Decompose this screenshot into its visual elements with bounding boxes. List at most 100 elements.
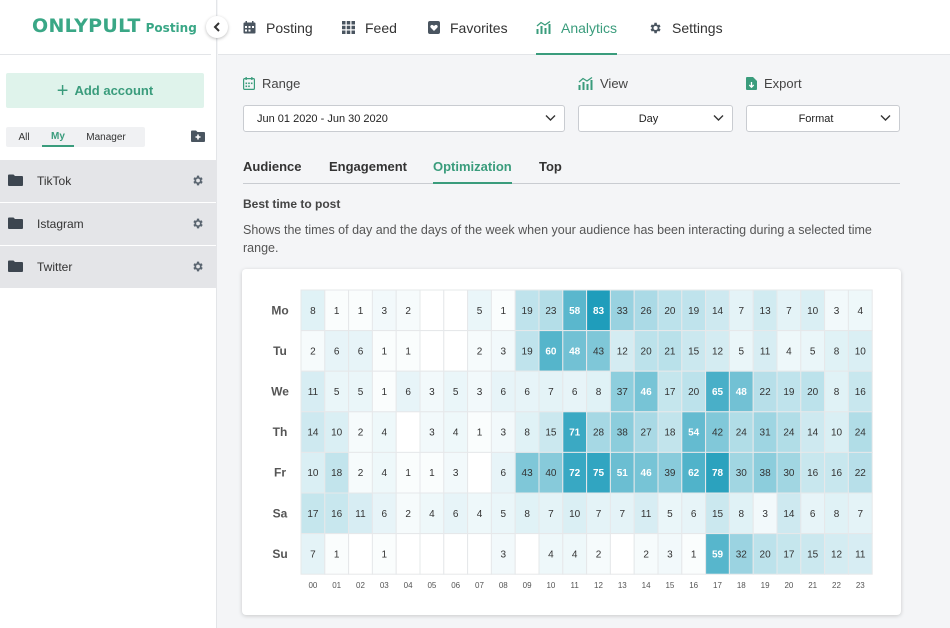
- heatmap-cell-value: 60: [545, 346, 557, 357]
- range-select[interactable]: Jun 01 2020 - Jun 30 2020: [243, 105, 565, 132]
- heatmap-cell-value: 18: [664, 428, 676, 439]
- account-item-instagram[interactable]: Istagram: [0, 203, 217, 245]
- heatmap-cell[interactable]: [419, 533, 445, 575]
- heatmap-day-label: Sa: [273, 506, 288, 520]
- heatmap-cell-value: 46: [641, 468, 653, 479]
- heatmap-day-label: Mo: [271, 303, 288, 317]
- heatmap-cell-value: 3: [501, 346, 507, 357]
- heatmap-cell-value: 20: [641, 346, 653, 357]
- heatmap-cell[interactable]: [395, 533, 421, 575]
- nav-favorites-label: Favorites: [450, 19, 508, 36]
- add-folder-icon[interactable]: [191, 129, 205, 147]
- heatmap-cell-value: 2: [405, 306, 411, 317]
- heatmap-cell-value: 3: [429, 387, 435, 398]
- heatmap-cell-value: 4: [382, 468, 388, 479]
- heatmap-cell-value: 15: [712, 509, 724, 520]
- account-settings-icon[interactable]: [191, 174, 204, 187]
- heatmap-cell-value: 17: [783, 549, 795, 560]
- tab-audience[interactable]: Audience: [243, 159, 302, 174]
- heatmap-cell-value: 65: [712, 387, 724, 398]
- heatmap-hour-label: 20: [784, 581, 793, 590]
- heatmap-cell-value: 3: [762, 509, 768, 520]
- heatmap-cell-value: 6: [572, 387, 578, 398]
- heatmap-hour-label: 03: [380, 581, 389, 590]
- heatmap-cell[interactable]: [514, 533, 540, 575]
- filter-all[interactable]: All: [18, 131, 30, 143]
- heatmap-cell[interactable]: [467, 451, 492, 494]
- account-item-twitter[interactable]: Twitter: [0, 246, 217, 288]
- heatmap-cell-value: 6: [358, 346, 364, 357]
- heatmap-cell[interactable]: [443, 330, 469, 372]
- filter-manager[interactable]: Manager: [86, 131, 126, 143]
- heatmap-cell-value: 6: [501, 387, 507, 398]
- heatmap-cell-value: 10: [569, 509, 581, 520]
- account-settings-icon[interactable]: [191, 260, 204, 273]
- heatmap-cell[interactable]: [467, 533, 492, 575]
- heatmap-cell[interactable]: [395, 411, 421, 453]
- heart-icon: [428, 21, 440, 34]
- tab-optimization[interactable]: Optimization: [433, 159, 512, 184]
- heatmap-cell[interactable]: [609, 533, 635, 575]
- folder-icon: [8, 217, 23, 229]
- heatmap-cell-value: 12: [831, 549, 843, 560]
- tab-engagement[interactable]: Engagement: [329, 159, 408, 174]
- calendar-icon: [243, 77, 255, 90]
- heatmap-cell-value: 30: [783, 468, 795, 479]
- account-name: TikTok: [37, 174, 72, 188]
- heatmap-cell-value: 38: [617, 428, 629, 439]
- nav-settings[interactable]: Settings: [648, 0, 723, 55]
- nav-feed[interactable]: Feed: [342, 0, 397, 55]
- heatmap-cell[interactable]: [443, 289, 469, 332]
- heatmap-cell-value: 2: [643, 549, 649, 560]
- heatmap-cell-value: 28: [593, 428, 605, 439]
- heatmap-cell-value: 31: [760, 428, 772, 439]
- account-filter: All My Manager: [6, 127, 145, 147]
- heatmap-hour-label: 04: [404, 581, 413, 590]
- heatmap-cell[interactable]: [419, 289, 445, 332]
- heatmap-hour-label: 23: [856, 581, 865, 590]
- filter-my[interactable]: My: [42, 127, 74, 147]
- heatmap-cell-value: 1: [382, 549, 388, 560]
- heatmap-cell-value: 14: [783, 509, 795, 520]
- export-format-value: Format: [798, 112, 834, 125]
- heatmap-cell-value: 8: [834, 509, 840, 520]
- nav-favorites[interactable]: Favorites: [428, 0, 508, 55]
- collapse-sidebar-button[interactable]: [206, 16, 228, 38]
- heatmap-cell-value: 17: [307, 509, 319, 520]
- heatmap-cell[interactable]: [419, 330, 445, 372]
- heatmap-cell-value: 10: [855, 346, 867, 357]
- heatmap-cell-value: 8: [834, 346, 840, 357]
- heatmap-hour-label: 13: [618, 581, 627, 590]
- heatmap-hour-label: 01: [332, 581, 341, 590]
- heatmap-cell-value: 8: [596, 387, 602, 398]
- range-label: Range: [243, 76, 300, 91]
- heatmap-cell[interactable]: [443, 533, 469, 575]
- heatmap-cell-value: 2: [310, 346, 316, 357]
- heatmap-cell-value: 24: [855, 428, 867, 439]
- heatmap-cell-value: 5: [358, 387, 364, 398]
- logo[interactable]: ONLYPULT Posting: [32, 15, 197, 37]
- export-format-select[interactable]: Format: [746, 105, 900, 132]
- heatmap-hour-label: 14: [642, 581, 651, 590]
- heatmap-cell-value: 3: [501, 428, 507, 439]
- heatmap-cell[interactable]: [847, 533, 873, 575]
- view-select[interactable]: Day: [578, 105, 733, 132]
- heatmap-day-label: Tu: [273, 344, 287, 358]
- heatmap-hour-label: 11: [571, 581, 580, 590]
- heatmap-cell-value: 17: [664, 387, 676, 398]
- account-item-tiktok[interactable]: TikTok: [0, 160, 217, 202]
- heatmap-cell[interactable]: [348, 533, 373, 575]
- heatmap-cell-value: 54: [688, 428, 700, 439]
- tab-top[interactable]: Top: [539, 159, 562, 174]
- heatmap-cell-value: 27: [641, 428, 653, 439]
- account-settings-icon[interactable]: [191, 217, 204, 230]
- heatmap-cell-value: 3: [477, 387, 483, 398]
- heatmap-cell-value: 20: [760, 549, 772, 560]
- heatmap-cell-value: 1: [405, 346, 411, 357]
- heatmap-cell-value: 6: [810, 509, 816, 520]
- nav-analytics[interactable]: Analytics: [536, 0, 618, 55]
- analytics-icon: [578, 77, 593, 90]
- add-account-button[interactable]: + Add account: [6, 73, 204, 108]
- heatmap-cell-value: 16: [855, 387, 867, 398]
- nav-posting[interactable]: Posting: [243, 0, 313, 55]
